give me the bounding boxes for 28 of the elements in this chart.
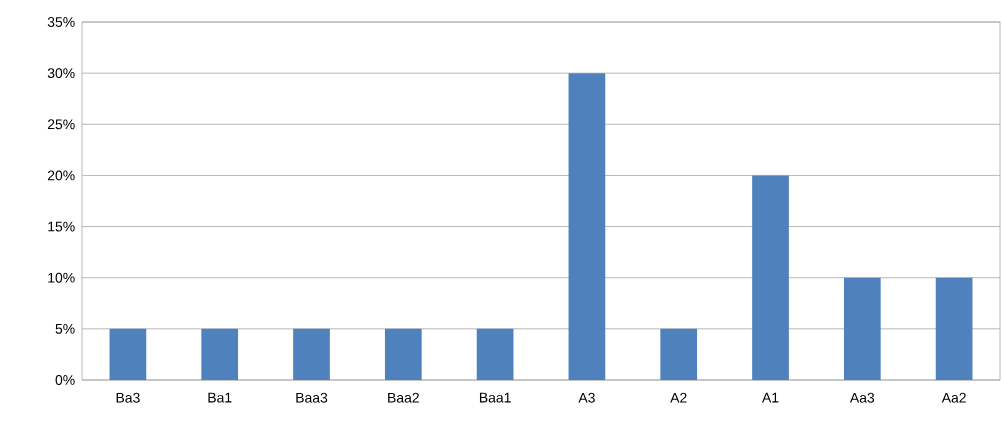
bar	[935, 277, 973, 380]
x-tick-label: Ba1	[208, 392, 232, 403]
x-tick-label: Aa3	[849, 392, 875, 403]
x-tick-label: Aa2	[941, 392, 966, 403]
x-tick-label: Baa1	[479, 392, 511, 403]
y-tick-label: 10%	[48, 272, 75, 283]
y-tick-label: 20%	[47, 170, 75, 181]
x-tick-label: A3	[578, 392, 595, 403]
bar	[201, 328, 239, 380]
bar	[109, 328, 147, 380]
y-tick-label: 30%	[47, 68, 75, 79]
x-tick-label: Ba3	[116, 392, 140, 403]
y-tick-label: 5%	[55, 323, 75, 334]
x-tick-label: A2	[670, 392, 687, 403]
bar	[843, 277, 881, 380]
bar	[384, 328, 422, 380]
y-tick-label: 0%	[55, 375, 75, 385]
bar	[752, 175, 789, 380]
bar	[293, 328, 330, 380]
bar	[660, 328, 698, 380]
x-tick-label: A1	[762, 392, 779, 403]
x-tick-label: Baa2	[388, 392, 419, 403]
x-tick-label: Baa3	[296, 392, 328, 403]
y-tick-label: 25%	[47, 119, 75, 130]
y-tick-label: 35%	[47, 17, 75, 27]
bar	[476, 328, 514, 380]
y-tick-label: 15%	[48, 221, 75, 232]
bar	[568, 73, 606, 380]
